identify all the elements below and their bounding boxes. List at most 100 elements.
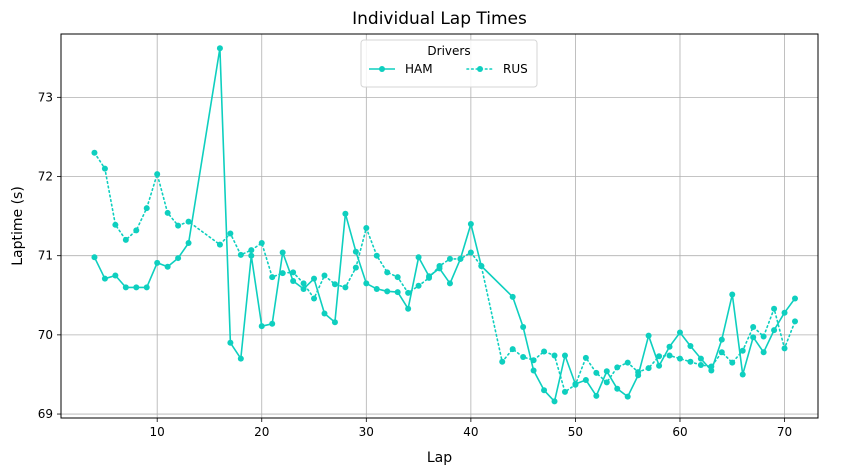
data-point-ham: [687, 342, 694, 349]
data-point-ham: [729, 291, 736, 298]
legend-label-rus: RUS: [503, 62, 528, 76]
data-point-rus: [216, 241, 223, 248]
data-point-rus: [635, 369, 642, 376]
data-point-rus: [331, 281, 338, 288]
series-line-ham: [93, 47, 796, 403]
data-point-rus: [593, 369, 600, 376]
plot-frame: [60, 33, 819, 419]
data-point-rus: [760, 333, 767, 340]
data-point-ham: [101, 275, 108, 282]
grid: [61, 34, 818, 418]
data-point-rus: [122, 236, 129, 243]
data-point-ham: [739, 371, 746, 378]
data-point-rus: [457, 255, 464, 262]
data-point-rus: [279, 270, 286, 277]
series-line-rus: [93, 152, 796, 393]
data-point-rus: [112, 221, 119, 228]
data-point-rus: [718, 349, 725, 356]
data-point-rus: [248, 247, 255, 254]
data-point-ham: [676, 329, 683, 336]
data-point-ham: [279, 249, 286, 256]
data-point-rus: [551, 352, 558, 359]
data-point-ham: [467, 221, 474, 228]
data-point-ham: [352, 248, 359, 255]
data-point-ham: [237, 355, 244, 362]
y-tick-label: 70: [38, 328, 53, 342]
series-layer: [91, 45, 798, 405]
data-point-rus: [405, 289, 412, 296]
data-point-rus: [154, 171, 161, 178]
data-point-rus: [467, 249, 474, 256]
data-point-rus: [509, 346, 516, 353]
data-point-rus: [394, 274, 401, 281]
data-point-ham: [551, 398, 558, 405]
data-point-rus: [185, 218, 192, 225]
data-point-ham: [384, 288, 391, 295]
data-point-ham: [164, 263, 171, 270]
data-point-ham: [331, 319, 338, 326]
data-point-ham: [415, 254, 422, 261]
legend-marker-rus: [477, 66, 483, 72]
y-axis-label: Laptime (s): [10, 186, 26, 266]
data-point-ham: [227, 339, 234, 346]
x-axis-label: Lap: [427, 450, 452, 466]
y-tick-label: 69: [38, 407, 53, 421]
data-point-rus: [446, 255, 453, 262]
data-point-ham: [750, 334, 757, 341]
data-point-ham: [290, 278, 297, 285]
data-point-ham: [645, 332, 652, 339]
data-point-ham: [185, 240, 192, 247]
data-point-ham: [520, 323, 527, 330]
legend-title: Drivers: [427, 44, 470, 58]
legend-box: [360, 39, 538, 88]
data-point-ham: [342, 210, 349, 217]
data-point-rus: [499, 358, 506, 365]
data-point-rus: [708, 363, 715, 370]
data-point-rus: [143, 205, 150, 212]
data-point-ham: [781, 309, 788, 316]
data-point-ham: [718, 336, 725, 343]
data-point-ham: [394, 289, 401, 296]
y-tick-label: 71: [38, 249, 53, 263]
data-point-ham: [561, 352, 568, 359]
data-point-ham: [91, 254, 98, 261]
data-point-ham: [122, 284, 129, 291]
data-point-rus: [311, 295, 318, 302]
data-point-rus: [101, 165, 108, 172]
data-point-ham: [175, 255, 182, 262]
data-point-rus: [164, 209, 171, 216]
y-axis-ticks: 69 70 71 72 73: [38, 90, 61, 421]
data-point-ham: [791, 295, 798, 302]
data-point-ham: [656, 362, 663, 369]
x-axis-ticks: 10 20 30 40 50 60 70: [150, 418, 792, 439]
data-point-rus: [791, 318, 798, 325]
x-tick-label: 70: [777, 425, 792, 439]
data-point-rus: [342, 284, 349, 291]
x-tick-label: 10: [150, 425, 165, 439]
legend: Drivers HAM RUS: [360, 39, 538, 88]
data-point-rus: [676, 355, 683, 362]
data-point-rus: [478, 262, 485, 269]
data-point-rus: [426, 274, 433, 281]
data-point-ham: [666, 343, 673, 350]
legend-label-ham: HAM: [405, 62, 433, 76]
data-point-rus: [520, 354, 527, 361]
x-tick-label: 60: [672, 425, 687, 439]
data-point-ham: [133, 284, 140, 291]
x-tick-label: 40: [463, 425, 478, 439]
y-tick-label: 72: [38, 170, 53, 184]
data-point-ham: [603, 368, 610, 375]
data-point-rus: [133, 227, 140, 234]
data-point-rus: [175, 222, 182, 229]
data-point-rus: [687, 358, 694, 365]
data-point-rus: [624, 359, 631, 366]
data-point-ham: [154, 259, 161, 266]
data-point-rus: [415, 282, 422, 289]
data-point-rus: [300, 280, 307, 287]
data-point-ham: [509, 293, 516, 300]
data-point-ham: [697, 355, 704, 362]
data-point-ham: [760, 349, 767, 356]
data-point-rus: [697, 361, 704, 368]
data-point-ham: [771, 327, 778, 334]
data-point-ham: [112, 272, 119, 279]
